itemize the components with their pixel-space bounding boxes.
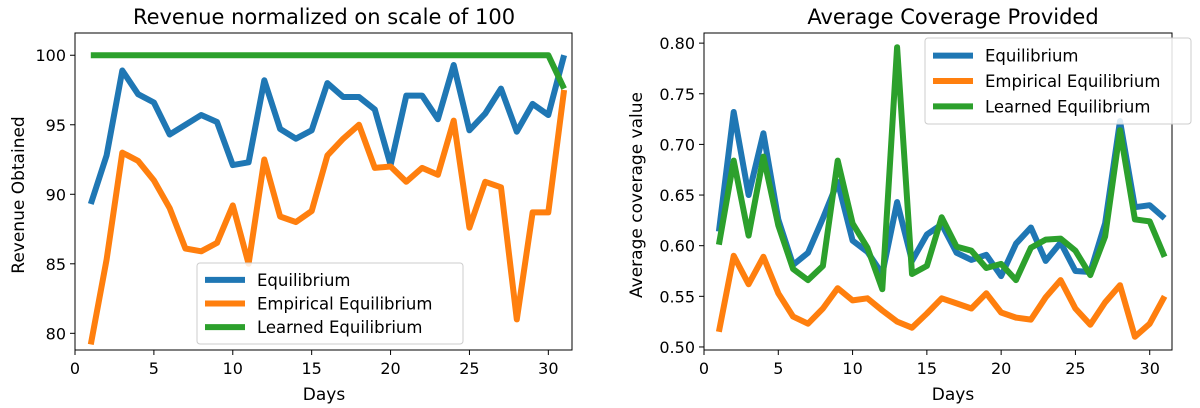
y-tick-label: 0.65 <box>659 186 695 205</box>
x-tick-label: 15 <box>301 359 321 378</box>
y-tick-label: 0.60 <box>659 237 695 256</box>
x-tick-label: 5 <box>773 359 783 378</box>
legend-box <box>924 37 1192 125</box>
x-axis-label: Days <box>932 385 975 405</box>
legend-box <box>196 262 464 345</box>
legend-label: Empirical Equilibrium <box>985 72 1160 91</box>
legend-label: Equilibrium <box>257 271 350 290</box>
y-tick-label: 0.50 <box>659 338 695 357</box>
y-tick-label: 80 <box>46 324 66 343</box>
series-lines <box>715 44 1168 340</box>
y-tick-label: 0.55 <box>659 287 695 306</box>
series-line-learned-equilibrium <box>90 52 567 90</box>
y-tick-label: 100 <box>35 46 66 65</box>
x-tick-label: 5 <box>149 359 159 378</box>
y-tick-label: 0.70 <box>659 135 695 154</box>
x-tick-label: 25 <box>459 359 479 378</box>
axes-ticks: 0 5 10 15 20 25 30 0.50 0.55 0.60 0.65 0.70 0.75 0.80 <box>659 34 1160 378</box>
y-tick-label: 0.80 <box>659 34 695 53</box>
plot-frame <box>703 32 1173 351</box>
legend-label: Equilibrium <box>985 47 1078 66</box>
x-tick-label: 20 <box>380 359 400 378</box>
y-tick-label: 85 <box>46 255 66 274</box>
x-tick-label: 30 <box>1140 359 1160 378</box>
x-tick-label: 25 <box>1065 359 1085 378</box>
x-tick-label: 10 <box>223 359 243 378</box>
x-tick-label: 0 <box>699 359 709 378</box>
y-tick-label: 95 <box>46 116 66 135</box>
series-line-equilibrium <box>87 54 568 205</box>
x-tick-label: 30 <box>538 359 558 378</box>
series-line-empirical-equilibrium <box>87 89 568 345</box>
axes-ticks: 0 5 10 15 20 25 30 80 85 90 95 100 <box>35 46 558 378</box>
legend-label: Learned Equilibrium <box>257 318 422 337</box>
legend-label: Empirical Equilibrium <box>257 295 432 314</box>
revenue-chart: Revenue normalized on scale of 100 0 5 10 1… <box>9 5 573 405</box>
coverage-chart: Average Coverage Provided 0 5 10 15 20 25 30 0.… <box>627 5 1192 405</box>
x-tick-label: 20 <box>991 359 1011 378</box>
x-tick-label: 0 <box>70 359 80 378</box>
series-lines <box>87 52 568 345</box>
x-tick-label: 15 <box>917 359 937 378</box>
x-tick-label: 10 <box>842 359 862 378</box>
x-axis-label: Days <box>303 385 346 405</box>
y-axis-label: Average coverage value <box>627 92 647 298</box>
y-tick-label: 0.75 <box>659 85 695 104</box>
chart-title: Average Coverage Provided <box>807 5 1098 29</box>
y-axis-label: Revenue Obtained <box>9 116 29 273</box>
series-line-empirical-equilibrium <box>715 252 1168 340</box>
legend: Equilibrium Empirical Equilibrium Learned … <box>924 37 1192 125</box>
series-line-learned-equilibrium <box>715 44 1168 293</box>
plot-frame <box>74 32 573 351</box>
legend-label: Learned Equilibrium <box>985 97 1150 116</box>
y-tick-label: 90 <box>46 185 66 204</box>
legend: Equilibrium Empirical Equilibrium Learned … <box>196 262 464 345</box>
chart-title: Revenue normalized on scale of 100 <box>133 5 515 29</box>
